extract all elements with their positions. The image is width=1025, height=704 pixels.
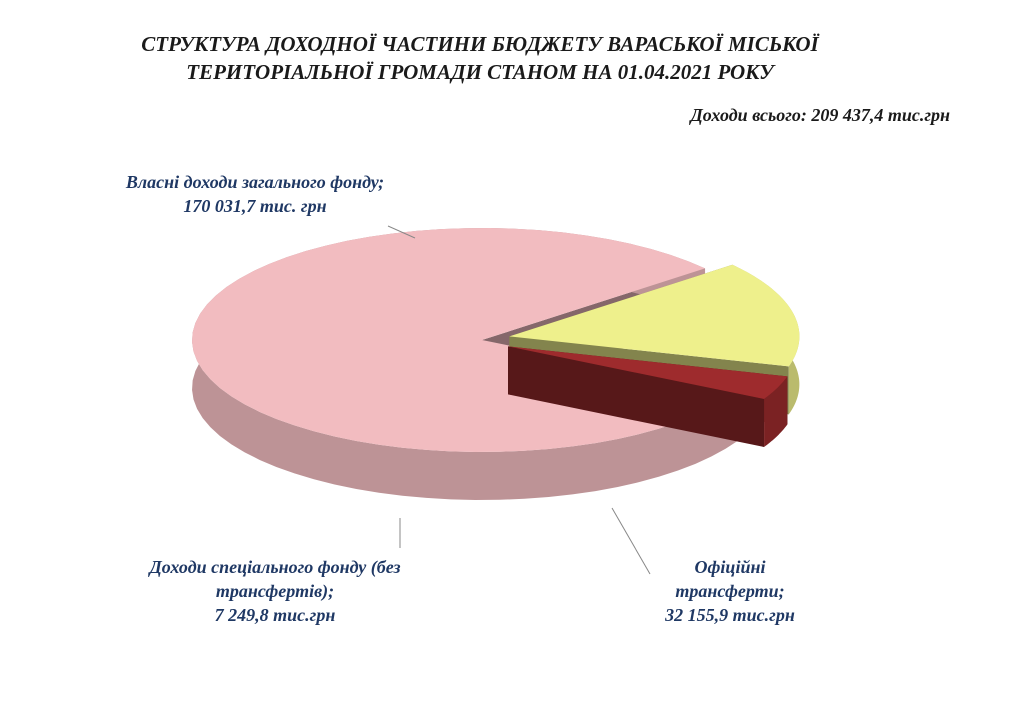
label-value: 32 155,9 тис.грн xyxy=(665,605,795,625)
title-line: ТЕРИТОРІАЛЬНОЇ ГРОМАДИ СТАНОМ НА 01.04.2… xyxy=(186,60,774,84)
label-category: Доходи спеціального фонду (без трансферт… xyxy=(149,557,401,601)
data-label: Офіційні трансферти; 32 155,9 тис.грн xyxy=(640,555,820,627)
chart-title: СТРУКТУРА ДОХОДНОЇ ЧАСТИНИ БЮДЖЕТУ ВАРАС… xyxy=(0,30,960,86)
leader-line xyxy=(611,507,651,575)
label-category: Офіційні трансферти; xyxy=(675,557,785,601)
slice xyxy=(509,264,800,367)
slice-wall xyxy=(508,346,765,447)
leader-line xyxy=(387,225,416,239)
label-value: 170 031,7 тис. грн xyxy=(183,196,327,216)
data-label: Власні доходи загального фонду; 170 031,… xyxy=(115,170,395,218)
data-label: Доходи спеціального фонду (без трансферт… xyxy=(120,555,430,627)
slice xyxy=(508,346,788,399)
title-line: СТРУКТУРА ДОХОДНОЇ ЧАСТИНИ БЮДЖЕТУ ВАРАС… xyxy=(141,32,819,56)
label-category: Власні доходи загального фонду; xyxy=(125,172,385,192)
label-value: 7 249,8 тис.грн xyxy=(214,605,336,625)
slice-side xyxy=(764,376,788,447)
subtitle: Доходи всього: 209 437,4 тис.грн xyxy=(690,105,951,125)
